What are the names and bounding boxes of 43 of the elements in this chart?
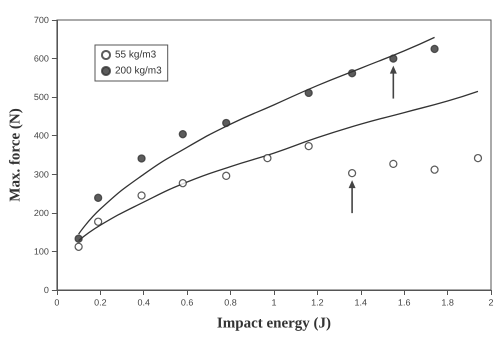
point: [348, 169, 356, 178]
y-tick-label: 200: [34, 208, 49, 218]
point: [137, 191, 146, 200]
y-tick-label: 600: [34, 54, 49, 64]
x-tick-label: 0.4: [137, 298, 150, 308]
x-tick-label: 0: [54, 298, 60, 308]
y-tick-label: 100: [34, 246, 49, 256]
x-tick-label: 1.8: [441, 298, 454, 308]
point: [304, 88, 313, 97]
point: [178, 130, 187, 138]
x-tick-label: 1.2: [311, 298, 324, 308]
point: [389, 160, 398, 168]
legend-label: 55 kg/m3: [115, 50, 157, 60]
x-tick-label: 2: [488, 298, 494, 308]
x-tick-label: 1: [271, 298, 276, 308]
y-tick-label: 400: [34, 130, 49, 141]
point: [474, 154, 482, 162]
y-tick-label: 0: [44, 285, 49, 295]
point: [304, 142, 313, 150]
point: [137, 154, 146, 163]
legend-label: 200 kg/m3: [115, 66, 162, 76]
x-axis-title: Impact energy (J): [216, 316, 332, 332]
x-tick-label: 1.6: [398, 298, 410, 308]
point: [263, 154, 272, 162]
point: [430, 166, 439, 174]
point: [348, 69, 356, 78]
point: [222, 118, 230, 128]
point: [94, 194, 102, 202]
point: [74, 242, 83, 251]
y-axis-title: Max. force (N): [8, 108, 24, 202]
point: [94, 218, 102, 226]
point: [178, 179, 187, 188]
x-tick-label: 0.2: [94, 298, 107, 308]
y-tick-label: 300: [34, 169, 49, 180]
point: [389, 54, 398, 63]
x-tick-label: 0.8: [224, 298, 237, 308]
x-tick-label: 0.6: [180, 298, 194, 308]
point: [74, 234, 83, 243]
x-tick-label: 1.4: [354, 298, 368, 308]
y-tick-label: 500: [34, 92, 49, 102]
y-tick-label: 700: [34, 15, 49, 25]
point: [430, 44, 439, 54]
point: [222, 172, 230, 180]
